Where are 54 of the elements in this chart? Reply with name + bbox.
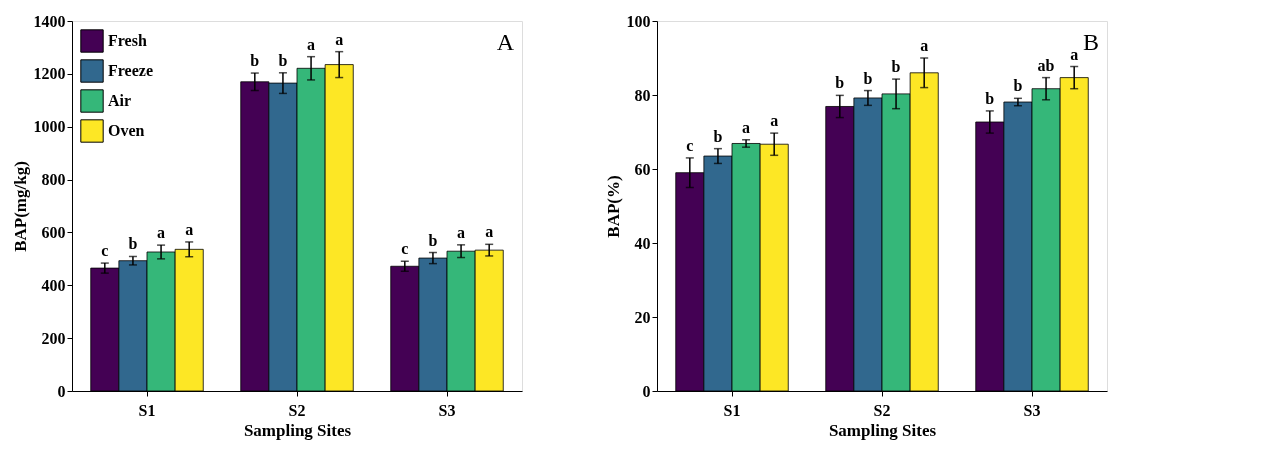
data-label: a [457,223,466,241]
y-axis-title: BAP(mg/kg) [10,161,30,252]
data-label: a [157,224,166,242]
y-tick-label: 20 [634,308,651,326]
data-label: b [1013,77,1023,95]
legend-label: Air [108,92,132,109]
legend-label: Fresh [108,32,147,49]
data-label: b [428,231,438,249]
y-tick-label: 0 [57,382,66,400]
data-label: a [1070,45,1079,63]
data-label: a [185,220,194,238]
y-tick-label: 40 [634,234,651,252]
y-tick-label: 80 [634,86,651,104]
y-tick-label: 100 [626,12,651,30]
data-label: b [891,58,901,76]
data-label: a [920,37,929,54]
y-tick-label: 1000 [33,118,66,136]
x-tick-label: S2 [288,401,306,419]
y-tick-label: 1400 [33,12,66,30]
y-tick-label: 800 [41,171,66,189]
legend-label: Freeze [108,62,153,79]
data-label: b [250,52,260,70]
x-tick-label: S3 [1023,401,1041,419]
data-label: b [128,235,138,253]
x-tick-label: S3 [438,401,456,419]
data-label: a [335,30,344,48]
data-label: ab [1037,56,1055,74]
data-label: b [835,74,845,92]
x-axis-title: Sampling Sites [243,420,352,440]
data-label: c [686,136,694,154]
y-axis-title: BAP(%) [603,175,623,238]
y-tick-label: 60 [634,160,651,178]
x-tick-label: S2 [873,401,891,419]
data-label: b [713,127,723,145]
x-tick-label: S1 [723,401,741,419]
data-label: a [307,35,316,53]
data-label: a [770,112,779,130]
x-tick-label: S1 [138,401,156,419]
data-label: c [101,242,109,260]
annotation: B [1082,29,1099,55]
data-label: a [485,223,494,241]
data-label: b [278,51,288,69]
y-tick-label: 0 [642,382,651,400]
data-label: c [401,240,409,258]
x-axis-title: Sampling Sites [828,420,937,440]
y-tick-label: 600 [41,223,66,241]
data-label: b [985,89,995,107]
data-label: b [863,69,873,87]
y-tick-label: 400 [41,276,66,294]
data-label: a [742,118,751,136]
y-tick-label: 1200 [33,65,66,83]
legend-label: Oven [108,122,145,139]
y-tick-label: 200 [41,329,66,347]
annotation: A [496,29,515,55]
